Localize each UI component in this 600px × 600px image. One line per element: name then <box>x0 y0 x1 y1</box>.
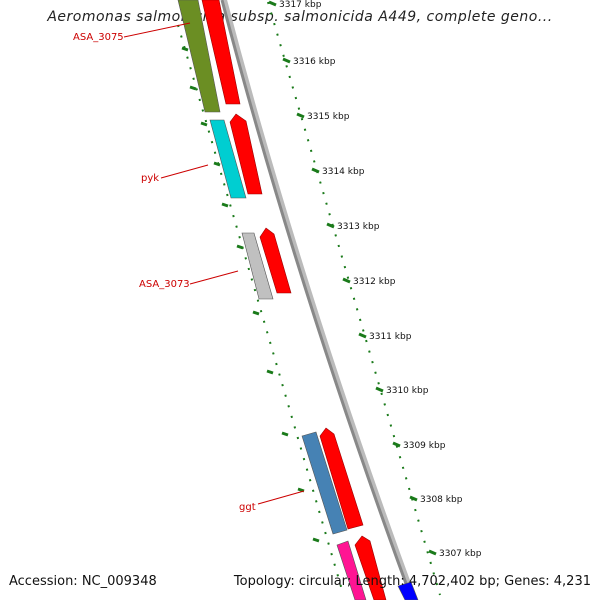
gene-leader-line <box>189 270 239 285</box>
gene-bar[interactable] <box>336 540 367 600</box>
feature-track[interactable] <box>177 0 419 600</box>
cds-arrow[interactable] <box>319 427 364 530</box>
inner-major-tick <box>221 202 229 208</box>
kbp-tick <box>358 332 367 339</box>
cds-arrow[interactable] <box>229 113 263 195</box>
gene-leader-line <box>123 22 191 38</box>
gene-label[interactable]: pyk <box>141 173 159 184</box>
kbp-label: 3312 kbp <box>353 277 396 287</box>
kbp-tick <box>375 386 384 393</box>
map-title: Aeromonas salmonicida subsp. salmonicida… <box>47 9 553 25</box>
inner-major-tick <box>181 46 189 52</box>
kbp-label: 3313 kbp <box>337 222 380 232</box>
gene-bar[interactable] <box>209 119 247 199</box>
kbp-tick <box>311 167 320 174</box>
label-layer: 3317 kbp 3316 kbp 3315 kbp 3314 kbp 3313 kbp… <box>73 0 482 559</box>
inner-major-tick <box>213 161 221 167</box>
inner-major-tick <box>281 431 289 437</box>
inner-major-tick <box>189 85 197 91</box>
cds-arrow[interactable] <box>201 0 241 105</box>
kbp-tick <box>342 277 351 284</box>
backbone-line <box>220 0 414 600</box>
kbp-label: 3310 kbp <box>386 386 429 396</box>
gene-leader-line <box>257 490 305 505</box>
gene-leader-line <box>160 164 209 179</box>
kbp-label: 3308 kbp <box>420 495 463 505</box>
topology-text: Topology: circular; Length: 4,702,402 bp… <box>233 574 591 589</box>
kbp-label: 3307 kbp <box>439 549 482 559</box>
kbp-tick <box>282 57 291 64</box>
inner-major-tick <box>200 121 208 127</box>
kbp-label: 3317 kbp <box>279 0 322 10</box>
kbp-label: 3316 kbp <box>293 57 336 67</box>
kbp-label: 3315 kbp <box>307 112 350 122</box>
inner-major-tick <box>266 369 274 375</box>
inner-major-tick <box>236 244 244 250</box>
gene-bar[interactable] <box>241 232 274 300</box>
kbp-label: 3311 kbp <box>369 332 412 342</box>
inner-major-tick <box>252 310 260 316</box>
backbone-layer <box>220 0 417 600</box>
cds-arrow[interactable] <box>354 535 387 600</box>
inner-scale-line <box>177 24 343 591</box>
gene-label[interactable]: ASA_3075 <box>73 32 124 43</box>
outer-scale-line <box>267 1 441 596</box>
kbp-tick <box>392 441 401 448</box>
gene-label[interactable]: ASA_3073 <box>139 279 190 290</box>
inner-major-tick <box>297 487 305 493</box>
accession-text: Accession: NC_009348 <box>9 574 157 589</box>
gene-bar[interactable] <box>177 0 221 113</box>
kbp-tick <box>428 549 437 556</box>
kbp-tick <box>409 495 418 502</box>
backbone-shadow <box>221 0 417 600</box>
inner-major-tick <box>312 537 320 543</box>
kbp-tick <box>296 112 305 119</box>
gene-bar[interactable] <box>397 581 419 600</box>
gene-label[interactable]: ggt <box>239 502 256 513</box>
scale-ticks <box>177 0 441 596</box>
kbp-tick <box>326 222 335 229</box>
kbp-label: 3314 kbp <box>322 167 365 177</box>
gene-bar[interactable] <box>301 431 348 535</box>
cds-arrow[interactable] <box>259 227 292 294</box>
kbp-tick <box>268 0 277 7</box>
kbp-label: 3309 kbp <box>403 441 446 451</box>
